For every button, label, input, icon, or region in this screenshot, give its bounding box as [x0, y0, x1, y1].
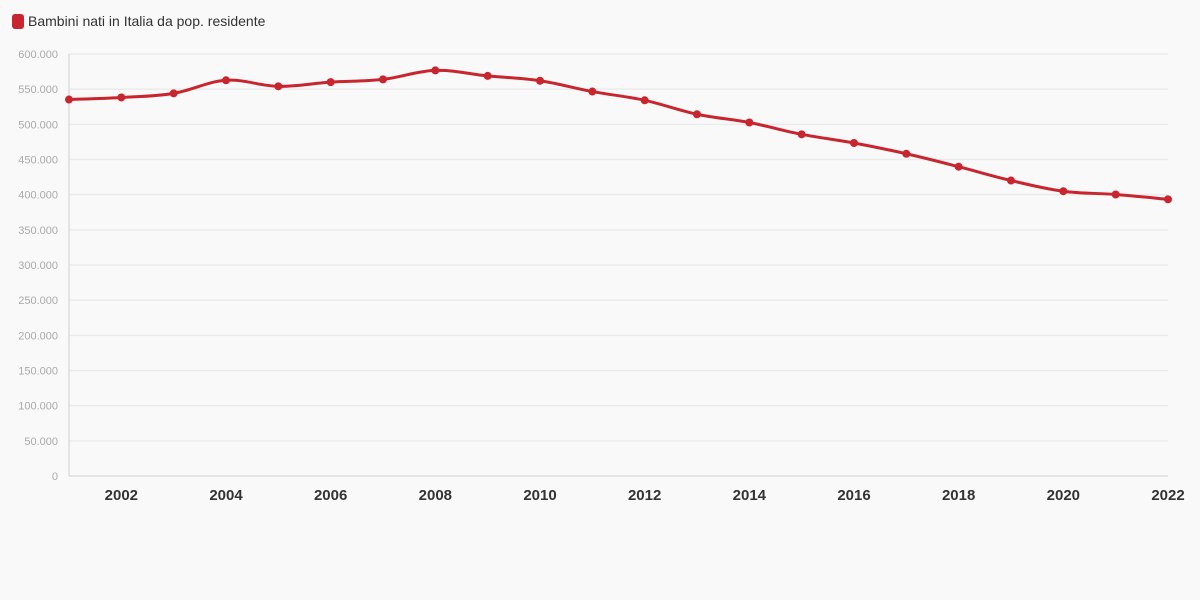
y-tick-label: 350.000 — [18, 225, 58, 237]
y-axis: 0 50.000 100.000 150.000 200.000 250.000 300.0… — [18, 49, 58, 483]
data-point[interactable] — [65, 95, 73, 104]
y-tick-label: 50.000 — [24, 436, 58, 448]
data-point[interactable] — [117, 93, 126, 102]
y-tick-label: 400.000 — [18, 190, 58, 202]
data-point[interactable] — [274, 82, 283, 91]
legend-label: Bambini nati in Italia da pop. residente — [28, 13, 266, 29]
x-tick-label: 2008 — [419, 487, 452, 504]
y-tick-label: 200.000 — [18, 330, 58, 342]
x-tick-label: 2014 — [733, 487, 767, 504]
y-tick-label: 450.000 — [18, 155, 58, 167]
x-tick-label: 2018 — [942, 487, 975, 504]
data-point[interactable] — [1059, 187, 1068, 196]
x-tick-label: 2002 — [105, 487, 138, 504]
gridlines — [68, 53, 1168, 477]
data-point[interactable] — [326, 78, 335, 87]
data-point[interactable] — [1164, 195, 1172, 204]
data-point[interactable] — [850, 139, 858, 148]
y-tick-label: 100.000 — [18, 401, 58, 413]
data-point[interactable] — [431, 66, 440, 75]
y-tick-label: 150.000 — [18, 366, 58, 378]
data-point[interactable] — [222, 76, 230, 85]
data-point[interactable] — [536, 76, 544, 85]
data-point[interactable] — [954, 162, 963, 171]
x-tick-label: 2022 — [1151, 487, 1184, 504]
y-tick-label: 250.000 — [18, 295, 58, 307]
data-point[interactable] — [693, 110, 701, 119]
x-tick-label: 2006 — [314, 487, 347, 504]
series-line — [67, 68, 1170, 201]
series-layer — [65, 66, 1172, 204]
data-point[interactable] — [902, 149, 911, 158]
x-tick-label: 2010 — [523, 487, 556, 504]
x-tick-label: 2004 — [209, 487, 243, 504]
data-point[interactable] — [797, 130, 806, 139]
x-axis: 2002 2004 2006 2008 2010 2012 2014 2016 2018 2020… — [105, 487, 1185, 504]
y-tick-label: 550.000 — [18, 84, 58, 96]
data-point[interactable] — [483, 71, 492, 80]
y-tick-label: 0 — [52, 471, 58, 483]
data-point[interactable] — [745, 118, 754, 127]
x-tick-label: 2016 — [837, 487, 870, 504]
data-point[interactable] — [169, 89, 178, 98]
data-point[interactable] — [1007, 176, 1015, 185]
x-tick-label: 2020 — [1047, 487, 1080, 504]
data-point[interactable] — [588, 87, 597, 96]
data-point[interactable] — [1111, 190, 1120, 199]
legend[interactable]: Bambini nati in Italia da pop. residente — [12, 13, 265, 29]
data-point[interactable] — [379, 75, 387, 84]
legend-swatch — [12, 13, 24, 29]
y-tick-label: 500.000 — [18, 119, 58, 131]
y-tick-label: 300.000 — [18, 260, 58, 272]
data-point[interactable] — [640, 96, 649, 105]
y-tick-label: 600.000 — [18, 49, 58, 61]
x-tick-label: 2012 — [628, 487, 661, 504]
